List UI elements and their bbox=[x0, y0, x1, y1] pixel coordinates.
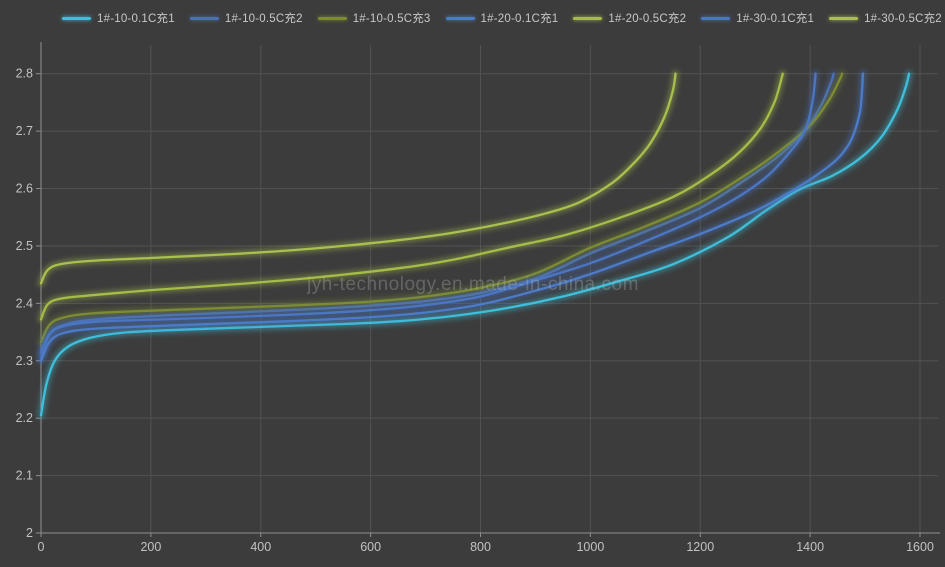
legend-item-2: 1#-10-0.5C充3 bbox=[317, 10, 431, 26]
legend-line-swatch bbox=[317, 16, 347, 20]
legend-label: 1#-30-0.1C充1 bbox=[736, 13, 815, 25]
legend-item-3: 1#-20-0.1C充1 bbox=[445, 10, 559, 26]
legend-item-4: 1#-20-0.5C充2 bbox=[573, 10, 686, 26]
legend-label: 1#-30-0.5C充2 bbox=[864, 13, 942, 25]
x-tick-label: 600 bbox=[360, 540, 381, 554]
y-tick-label: 2.6 bbox=[16, 182, 33, 196]
y-tick-label: 2.2 bbox=[16, 411, 33, 425]
legend-label: 1#-10-0.1C充1 bbox=[97, 13, 175, 25]
y-tick-label: 2 bbox=[26, 526, 33, 540]
x-tick-label: 1600 bbox=[906, 540, 934, 554]
legend-item-0: 1#-10-0.1C充1 bbox=[62, 10, 175, 26]
legend-line-swatch bbox=[573, 16, 603, 20]
series-line-6 bbox=[39, 72, 677, 285]
legend-label: 1#-20-0.1C充1 bbox=[480, 13, 559, 25]
x-tick-label: 200 bbox=[140, 540, 161, 554]
y-tick-label: 2.8 bbox=[16, 67, 33, 81]
legend-item-6: 1#-30-0.5C充2 bbox=[829, 10, 942, 26]
y-tick-label: 2.3 bbox=[16, 354, 33, 368]
legend-label: 1#-20-0.5C充2 bbox=[608, 13, 687, 25]
x-tick-label: 1400 bbox=[796, 540, 824, 554]
x-tick-label: 800 bbox=[470, 540, 491, 554]
series-line-3 bbox=[39, 72, 865, 362]
y-tick-label: 2.1 bbox=[16, 469, 33, 483]
legend-label: 1#-10-0.5C充2 bbox=[224, 13, 303, 25]
legend-line-swatch bbox=[62, 16, 91, 20]
legend-line-swatch bbox=[829, 16, 859, 20]
legend-line-swatch bbox=[701, 16, 731, 20]
legend-line-swatch bbox=[445, 16, 475, 20]
y-tick-label: 2.5 bbox=[16, 239, 33, 253]
series-line-0 bbox=[39, 72, 911, 417]
series-line-4 bbox=[39, 72, 784, 321]
x-tick-label: 400 bbox=[250, 540, 271, 554]
series-line-5 bbox=[39, 72, 817, 354]
y-tick-label: 2.4 bbox=[16, 296, 33, 310]
legend-line-swatch bbox=[189, 16, 219, 20]
x-tick-label: 0 bbox=[38, 540, 45, 554]
legend: 1#-10-0.1C充1 1#-10-0.5C充2 1#-10-0.5C充3 1#-2… bbox=[62, 10, 942, 26]
y-tick-label: 2.7 bbox=[16, 124, 33, 138]
x-tick-label: 1000 bbox=[576, 540, 604, 554]
legend-item-1: 1#-10-0.5C充2 bbox=[189, 10, 303, 26]
x-tick-label: 1200 bbox=[686, 540, 714, 554]
legend-item-5: 1#-30-0.1C充1 bbox=[701, 10, 814, 26]
legend-label: 1#-10-0.5C充3 bbox=[352, 13, 431, 25]
series-glow-0 bbox=[37, 70, 913, 419]
